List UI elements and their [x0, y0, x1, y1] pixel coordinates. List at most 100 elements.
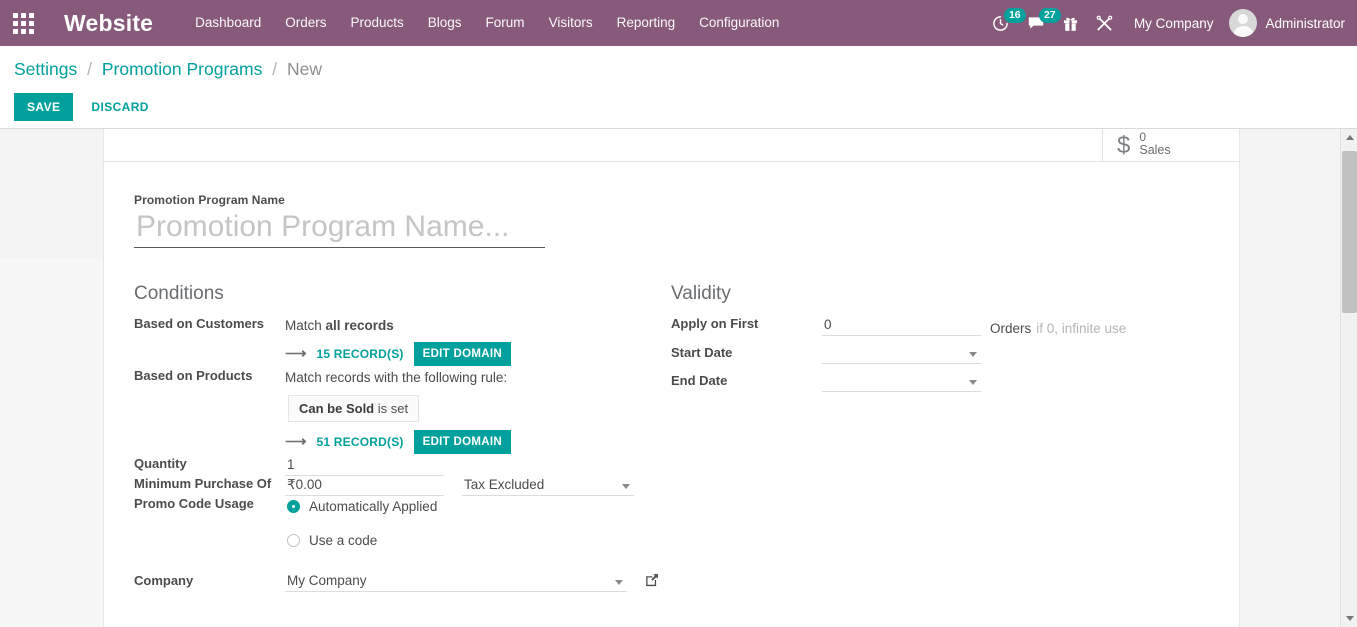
promotion-program-name-input[interactable]	[134, 209, 545, 248]
customers-domain-row: ⟶ 15 RECORD(S) EDIT DOMAIN	[285, 336, 671, 368]
scroll-up-button[interactable]	[1341, 129, 1357, 146]
customers-match-text: Match all records	[285, 316, 671, 336]
based-on-customers-label: Based on Customers	[134, 316, 265, 331]
minimum-purchase-input[interactable]	[285, 476, 444, 496]
apply-on-first-input[interactable]	[822, 316, 981, 336]
title-field-label: Promotion Program Name	[134, 193, 285, 207]
start-date-input[interactable]	[822, 344, 981, 364]
scroll-down-button[interactable]	[1341, 610, 1357, 627]
dollar-sign-icon: $	[1117, 132, 1131, 159]
breadcrumb-separator-2: /	[272, 59, 278, 79]
content-area: $ 0 Sales Promotion Program Name Conditi…	[0, 129, 1357, 627]
field-row-promo-code-usage: Promo Code Usage Automatically Applied U…	[134, 496, 671, 551]
field-row-quantity: Quantity	[134, 456, 671, 476]
stat-value: 0	[1139, 130, 1147, 144]
avatar	[1229, 9, 1258, 37]
external-link-icon[interactable]	[645, 573, 659, 590]
gift-icon	[1063, 17, 1077, 31]
field-row-start-date: Start Date	[671, 336, 1211, 364]
breadcrumb-item-settings[interactable]: Settings	[14, 59, 78, 79]
control-panel: Settings / Promotion Programs / New SAVE…	[0, 46, 1357, 129]
end-date-label: End Date	[671, 373, 728, 388]
validity-heading: Validity	[671, 283, 731, 304]
menu-item-dashboard[interactable]: Dashboard	[195, 15, 262, 30]
based-on-products-label: Based on Products	[134, 368, 253, 383]
menu-item-forum[interactable]: Forum	[485, 15, 525, 30]
clock-activity-icon	[993, 15, 1008, 31]
breadcrumb-separator: /	[87, 59, 92, 79]
apply-on-first-label: Apply on First	[671, 316, 759, 331]
menu-item-configuration[interactable]: Configuration	[699, 15, 780, 30]
menu-item-reporting[interactable]: Reporting	[616, 15, 676, 30]
apply-on-first-hint: if 0, infinite use	[1036, 321, 1127, 336]
end-date-input[interactable]	[822, 372, 981, 392]
products-domain-row: ⟶ 51 RECORD(S) EDIT DOMAIN	[285, 424, 671, 456]
wrench-tools-icon	[1096, 15, 1113, 30]
main-menu: Dashboard Orders Products Blogs Forum Vi…	[183, 0, 791, 46]
apps-menu-button[interactable]	[0, 0, 46, 46]
developer-tools-button[interactable]	[1087, 0, 1122, 46]
stat-button-sales[interactable]: $ 0 Sales	[1102, 129, 1240, 162]
user-name-label: Administrator	[1265, 15, 1345, 31]
radio-unselected-icon	[287, 534, 300, 547]
tax-mode-select-wrap	[462, 476, 634, 496]
customers-edit-domain-button[interactable]: EDIT DOMAIN	[413, 342, 511, 366]
products-edit-domain-button[interactable]: EDIT DOMAIN	[413, 430, 511, 454]
scrollbar-thumb[interactable]	[1342, 151, 1357, 313]
field-row-company: Company	[134, 551, 671, 592]
company-switcher[interactable]: My Company	[1133, 15, 1214, 31]
left-gutter	[0, 258, 103, 627]
scroll-down-arrow-icon	[1345, 616, 1354, 621]
conditions-heading: Conditions	[134, 283, 224, 304]
minimum-purchase-label: Minimum Purchase Of	[134, 476, 272, 491]
stat-button-text: 0 Sales	[1139, 130, 1170, 157]
radio-label-use-a-code: Use a code	[309, 533, 378, 548]
field-row-based-on-customers: Based on Customers Match all records ⟶ 1…	[134, 316, 671, 368]
discard-button[interactable]: DISCARD	[79, 93, 160, 121]
gift-menu-button[interactable]	[1054, 0, 1087, 46]
menu-item-visitors[interactable]: Visitors	[548, 15, 593, 30]
field-row-apply-on-first: Apply on First Orders if 0, infinite use	[671, 316, 1211, 336]
quantity-input[interactable]	[285, 456, 444, 476]
messages-badge: 27	[1038, 8, 1061, 23]
menu-item-blogs[interactable]: Blogs	[427, 15, 462, 30]
products-domain-chip[interactable]: Can be Sold is set	[288, 395, 420, 422]
validity-column: Validity Apply on First Orders if 0, inf…	[671, 283, 1211, 592]
vertical-scrollbar[interactable]	[1340, 129, 1357, 627]
user-menu-button[interactable]: Administrator	[1225, 9, 1345, 37]
tax-mode-select[interactable]	[462, 476, 634, 496]
start-date-label: Start Date	[671, 345, 733, 360]
radio-selected-icon	[287, 500, 300, 513]
activity-menu-button[interactable]: 16	[983, 0, 1026, 46]
top-navbar: Website Dashboard Orders Products Blogs …	[0, 0, 1357, 46]
menu-item-orders[interactable]: Orders	[285, 15, 327, 30]
form-columns: Conditions Based on Customers Match all …	[103, 248, 1240, 592]
end-date-wrap	[822, 372, 981, 392]
save-button[interactable]: SAVE	[14, 93, 74, 121]
minimum-purchase-row	[285, 476, 671, 496]
products-records-link[interactable]: 51 RECORD(S)	[316, 435, 404, 449]
radio-use-a-code[interactable]: Use a code	[285, 530, 671, 551]
form-body: Promotion Program Name Conditions Based …	[103, 162, 1240, 592]
messages-menu-button[interactable]: 27	[1018, 0, 1061, 46]
conditions-column: Conditions Based on Customers Match all …	[134, 283, 671, 592]
radio-automatically-applied[interactable]: Automatically Applied	[285, 496, 671, 517]
activity-badge: 16	[1003, 8, 1026, 23]
products-match-text: Match records with the following rule:	[285, 370, 508, 385]
start-date-wrap	[822, 344, 981, 364]
stat-buttons-bar: $ 0 Sales	[103, 129, 1240, 162]
title-block: Promotion Program Name	[103, 162, 1240, 248]
menu-item-products[interactable]: Products	[350, 15, 404, 30]
brand-title[interactable]: Website	[64, 9, 154, 36]
radio-label-automatically-applied: Automatically Applied	[309, 499, 438, 514]
field-row-minimum-purchase: Minimum Purchase Of	[134, 476, 671, 496]
control-panel-buttons: SAVE DISCARD	[14, 93, 1343, 121]
breadcrumb: Settings / Promotion Programs / New	[14, 58, 1343, 80]
company-label: Company	[134, 573, 194, 588]
company-input[interactable]	[285, 572, 627, 592]
breadcrumb-item-promotion-programs[interactable]: Promotion Programs	[101, 59, 263, 79]
promo-code-usage-label: Promo Code Usage	[134, 496, 254, 511]
company-select-wrap	[285, 572, 627, 592]
scroll-up-arrow-icon	[1345, 135, 1354, 140]
customers-records-link[interactable]: 15 RECORD(S)	[316, 347, 404, 361]
